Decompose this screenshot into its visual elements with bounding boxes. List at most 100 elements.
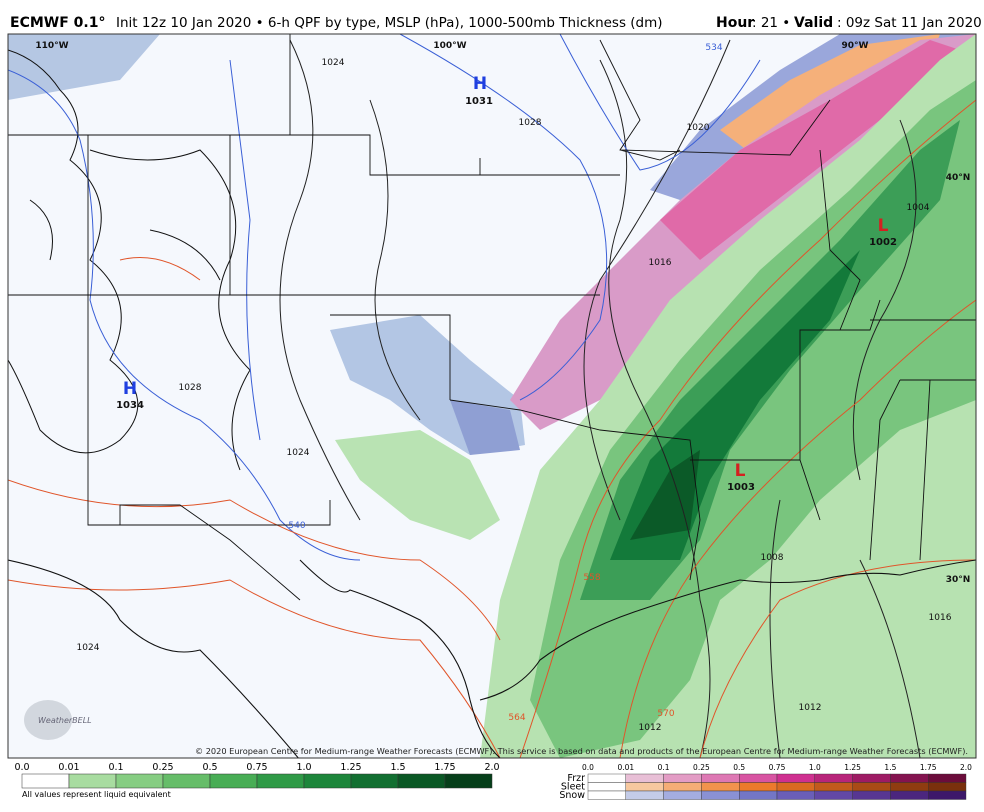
rain-swatch <box>68 773 117 789</box>
rain-tick-label: 0.5 <box>202 762 217 773</box>
map-label: 1008 <box>761 553 784 563</box>
rain-tick-label: 1.5 <box>390 762 405 773</box>
map-label: L <box>735 461 746 481</box>
type-swatch <box>663 782 702 792</box>
type-tick-label: 1.25 <box>844 763 861 772</box>
type-tick-label: 2.0 <box>960 763 972 772</box>
type-swatch <box>625 782 664 792</box>
type-swatch <box>739 790 778 800</box>
map-label: 564 <box>508 713 525 723</box>
map-label: 30°N <box>946 575 971 585</box>
type-swatch <box>928 782 967 792</box>
map-label: 110°W <box>35 41 68 51</box>
map-label: 1028 <box>179 383 202 393</box>
map-label: H <box>473 74 487 94</box>
valid-value: : 09z Sat 11 Jan 2020 <box>837 15 982 31</box>
type-swatch <box>852 790 891 800</box>
type-tick-label: 0.1 <box>658 763 670 772</box>
rain-swatch <box>444 773 493 789</box>
map-label: 1012 <box>639 723 662 733</box>
type-tick-label: 1.75 <box>920 763 937 772</box>
snow-area <box>450 400 520 455</box>
rain-swatch <box>21 773 70 789</box>
type-swatch <box>890 782 929 792</box>
type-swatch <box>890 773 929 783</box>
type-tick-label: 0.5 <box>733 763 745 772</box>
hour-value: : 21 • <box>752 15 790 31</box>
type-swatch <box>776 773 815 783</box>
copyright: © 2020 European Centre for Medium-range … <box>195 746 968 756</box>
hour-label: Hour <box>716 15 754 31</box>
rain-colorbar: 0.0 0.01 0.1 0.25 0.5 0.75 1.0 1.25 1.5 1.75 2.0 <box>14 762 500 789</box>
rain-swatch <box>115 773 164 789</box>
rain-tick-label: 1.75 <box>434 762 455 773</box>
mslp-contours <box>279 39 921 758</box>
map-label: 1034 <box>116 400 144 411</box>
type-swatch <box>587 782 626 792</box>
type-swatch <box>739 773 778 783</box>
description: Init 12z 10 Jan 2020 • 6-h QPF by type, … <box>116 15 663 31</box>
watermark-logo <box>24 700 72 740</box>
rain-area <box>335 430 500 540</box>
map-labels: 110°W 100°W 90°W40°N30°NH1031H1034L1002L10… <box>35 41 970 733</box>
rain-tick-label: 0.25 <box>152 762 173 773</box>
type-row-label: Sleet <box>561 782 585 793</box>
type-row-label: Frzr <box>567 773 585 784</box>
map: 110°W 100°W 90°W40°N30°NH1031H1034L1002L10… <box>7 33 977 759</box>
rain-swatch <box>256 773 305 789</box>
type-swatch <box>928 773 967 783</box>
type-swatch <box>890 790 929 800</box>
rain-swatch <box>397 773 446 789</box>
type-swatch <box>625 790 664 800</box>
map-label: 1016 <box>929 613 952 623</box>
type-swatch <box>852 782 891 792</box>
type-swatch <box>701 790 740 800</box>
rain-tick-label: 0.0 <box>14 762 29 773</box>
snow-area <box>8 34 160 100</box>
rain-swatch <box>162 773 211 789</box>
type-swatch <box>814 782 853 792</box>
map-label: 90°W <box>842 41 869 51</box>
type-swatch <box>625 773 664 783</box>
rain-tick-label: 0.01 <box>58 762 79 773</box>
rain-area <box>630 450 700 540</box>
map-label: 1028 <box>519 118 542 128</box>
valid-label: Valid <box>794 15 833 31</box>
map-label: 1031 <box>465 96 493 107</box>
type-swatch <box>663 790 702 800</box>
type-tick-label: 0.01 <box>617 763 634 772</box>
map-label: 570 <box>657 709 674 719</box>
map-label: 534 <box>705 43 722 53</box>
type-row-label: Snow <box>559 790 585 801</box>
rain-note: All values represent liquid equivalent <box>22 790 171 799</box>
map-label: 1003 <box>727 482 755 493</box>
type-swatch <box>701 782 740 792</box>
type-swatch <box>663 773 702 783</box>
map-frame <box>7 33 977 759</box>
state-borders <box>8 34 976 601</box>
thickness-contours <box>8 99 976 758</box>
type-swatch <box>814 773 853 783</box>
map-label: 100°W <box>433 41 466 51</box>
rain-tick-label: 0.75 <box>246 762 267 773</box>
type-swatch <box>776 782 815 792</box>
type-tick-label: 0.0 <box>582 763 594 772</box>
rain-tick-label: 1.25 <box>340 762 361 773</box>
type-colorbar: 0.0 0.01 0.1 0.25 0.5 0.75 1.0 1.25 1.5 1.75 2.0 Fr… <box>559 763 972 801</box>
type-swatch <box>814 790 853 800</box>
type-tick-label: 1.0 <box>809 763 821 772</box>
type-tick-label: 1.5 <box>884 763 896 772</box>
map-label: 1024 <box>77 643 100 653</box>
map-label: 1024 <box>287 448 310 458</box>
type-swatch <box>701 773 740 783</box>
model: ECMWF 0.1° <box>10 15 105 31</box>
rain-tick-label: 2.0 <box>484 762 499 773</box>
map-label: 1016 <box>649 258 672 268</box>
watermark: WeatherBELL <box>38 716 92 725</box>
rain-tick-label: 0.1 <box>108 762 123 773</box>
map-label: 1004 <box>907 203 930 213</box>
map-label: 1012 <box>799 703 822 713</box>
rain-swatch <box>350 773 399 789</box>
map-label: L <box>878 216 889 236</box>
